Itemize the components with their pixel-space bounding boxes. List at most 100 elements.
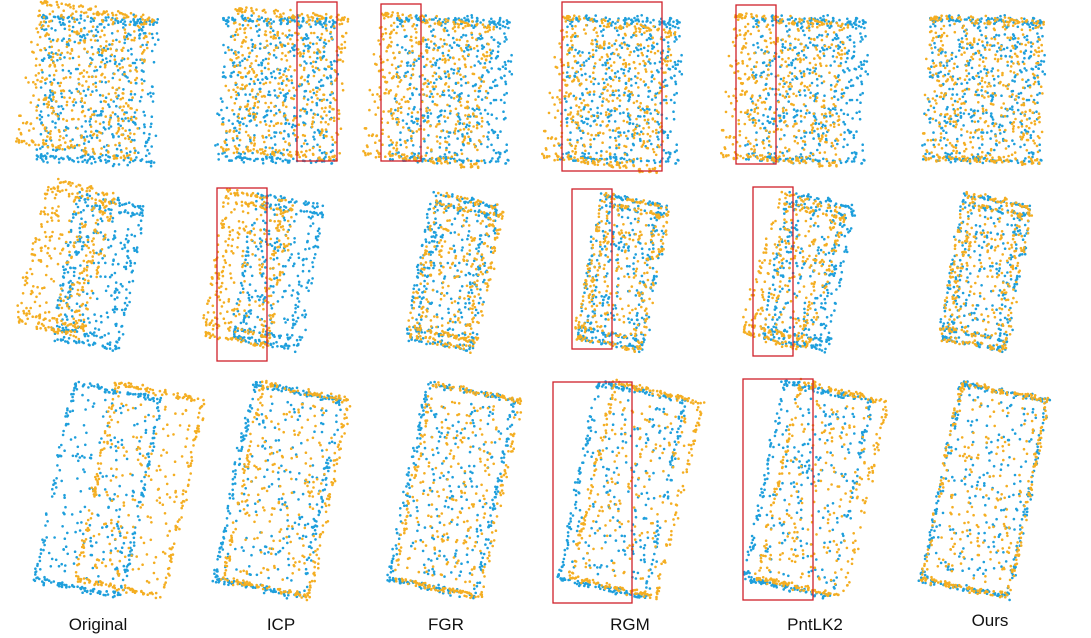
point	[294, 31, 297, 35]
point	[414, 36, 418, 40]
point	[835, 112, 838, 115]
point	[494, 160, 498, 163]
point	[554, 137, 557, 141]
point	[243, 57, 247, 60]
point	[395, 72, 399, 76]
point	[253, 82, 256, 85]
point	[471, 20, 474, 23]
point	[645, 146, 649, 150]
point	[797, 54, 800, 57]
point	[421, 114, 425, 117]
point	[752, 154, 755, 157]
point	[647, 86, 650, 89]
point	[595, 19, 599, 23]
point	[241, 83, 244, 87]
point	[57, 161, 61, 164]
point	[61, 148, 64, 151]
point	[848, 131, 851, 135]
point	[451, 36, 455, 40]
point	[48, 37, 51, 41]
point	[274, 148, 278, 152]
point	[90, 130, 93, 133]
point	[802, 103, 806, 106]
point	[285, 59, 289, 62]
point	[124, 23, 127, 27]
point	[84, 94, 88, 97]
point	[486, 120, 489, 124]
point	[407, 14, 411, 18]
point	[221, 71, 225, 74]
point	[265, 39, 269, 43]
point	[462, 127, 466, 131]
point	[475, 115, 479, 118]
point	[404, 48, 407, 52]
point	[669, 59, 672, 63]
point	[615, 29, 619, 32]
point	[279, 75, 283, 79]
point	[123, 72, 126, 76]
point	[330, 15, 333, 18]
point	[149, 164, 153, 168]
point	[568, 142, 572, 145]
point	[148, 23, 152, 26]
point	[496, 136, 500, 140]
point	[53, 15, 57, 19]
point	[401, 13, 405, 16]
point	[629, 50, 632, 54]
point	[574, 96, 578, 100]
point	[320, 78, 323, 82]
point	[92, 83, 95, 86]
point	[644, 70, 648, 73]
point	[66, 4, 70, 7]
point	[292, 17, 296, 20]
point	[673, 31, 677, 34]
point	[315, 51, 319, 54]
point	[834, 33, 838, 36]
point	[111, 11, 114, 15]
point	[624, 134, 628, 138]
point	[859, 93, 862, 97]
point	[803, 45, 806, 49]
point	[94, 34, 98, 37]
point	[246, 23, 250, 27]
point	[282, 73, 285, 76]
point	[315, 103, 319, 107]
point	[382, 110, 385, 113]
point	[398, 102, 401, 106]
point	[314, 60, 318, 64]
point	[269, 120, 273, 123]
point	[92, 19, 95, 23]
point	[435, 135, 439, 138]
point	[846, 56, 849, 60]
point	[133, 111, 137, 114]
point	[821, 123, 825, 127]
point	[242, 122, 245, 126]
point	[831, 38, 835, 42]
point	[493, 84, 497, 88]
point	[92, 150, 95, 153]
point	[625, 25, 629, 28]
point	[824, 18, 828, 22]
point	[306, 44, 310, 47]
point	[631, 93, 634, 97]
point	[480, 36, 484, 40]
point	[780, 14, 783, 17]
point	[569, 92, 572, 95]
point	[99, 113, 103, 117]
point	[268, 22, 271, 25]
point	[846, 17, 849, 21]
point	[80, 136, 83, 139]
point	[408, 87, 412, 90]
point	[372, 53, 376, 56]
point	[54, 149, 58, 152]
point	[760, 154, 764, 157]
point	[56, 53, 59, 56]
point	[126, 163, 129, 167]
point	[311, 100, 314, 104]
point	[253, 104, 256, 107]
point	[457, 69, 460, 73]
point	[445, 43, 449, 46]
point	[863, 26, 866, 30]
point	[280, 82, 284, 85]
point	[245, 84, 248, 87]
